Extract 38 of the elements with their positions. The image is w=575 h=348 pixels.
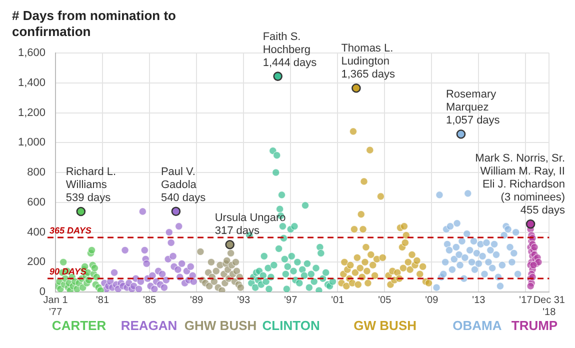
y-tick-label: 0 [39,286,46,298]
y-tick-label: 1,600 [18,47,46,60]
ref-line-label: 365 DAYS [50,225,92,236]
text: TRUMP [511,318,558,334]
text: GW BUSH [354,318,417,334]
x-tick-label: '81 [96,294,110,306]
annotation: Ursula Ungaro 317 days [214,212,286,238]
y-tick-label: 800 [27,166,46,179]
series-label: REAGAN [120,318,178,334]
annotation: Thomas L. Ludington 1,365 days [341,42,396,81]
x-tick-label: '13 [472,294,486,306]
y-tick-label: 600 [27,196,46,208]
x-tick-label: '89 [190,294,204,306]
x-tick-label: Jan 1 '77 [43,294,68,318]
y-tick-label: 1,200 [18,106,46,119]
x-tick-label: '09 [425,294,439,306]
chart-title: # Days from nomination to confirmation [12,8,177,40]
series-label: CARTER [52,318,107,334]
y-tick-label: 1,000 [18,136,46,149]
y-tick-label: 400 [27,226,46,238]
x-tick-label: '17 [519,294,533,306]
text: OBAMA [452,318,502,334]
annotation: Rosemary Marquez 1,057 days [446,88,500,127]
annotation: Richard L. Williams 539 days [66,166,116,204]
annotation: Paul V. Gadola 540 days [160,166,206,204]
x-tick-label: Dec 31 '18 [533,294,566,318]
x-tick-label: '85 [143,294,157,306]
y-tick-label: 1,400 [18,76,46,89]
y-tick-label: 200 [27,256,46,268]
annotation: Faith S. Hochberg 1,444 days [262,30,318,69]
x-tick-label: '01 [331,294,345,306]
x-tick-label: '93 [237,294,251,306]
annotation: Mark S. Norris, Sr. William M. Ray, II Eli J. Richardson (3 nominees) 455 days [475,152,566,217]
ref-line-label: 90 DAYS [50,266,86,277]
x-tick-label: '05 [378,294,392,306]
x-tick-label: '97 [284,294,298,306]
text: GHW BUSH [184,318,257,334]
series-label: CLINTON [262,318,320,334]
